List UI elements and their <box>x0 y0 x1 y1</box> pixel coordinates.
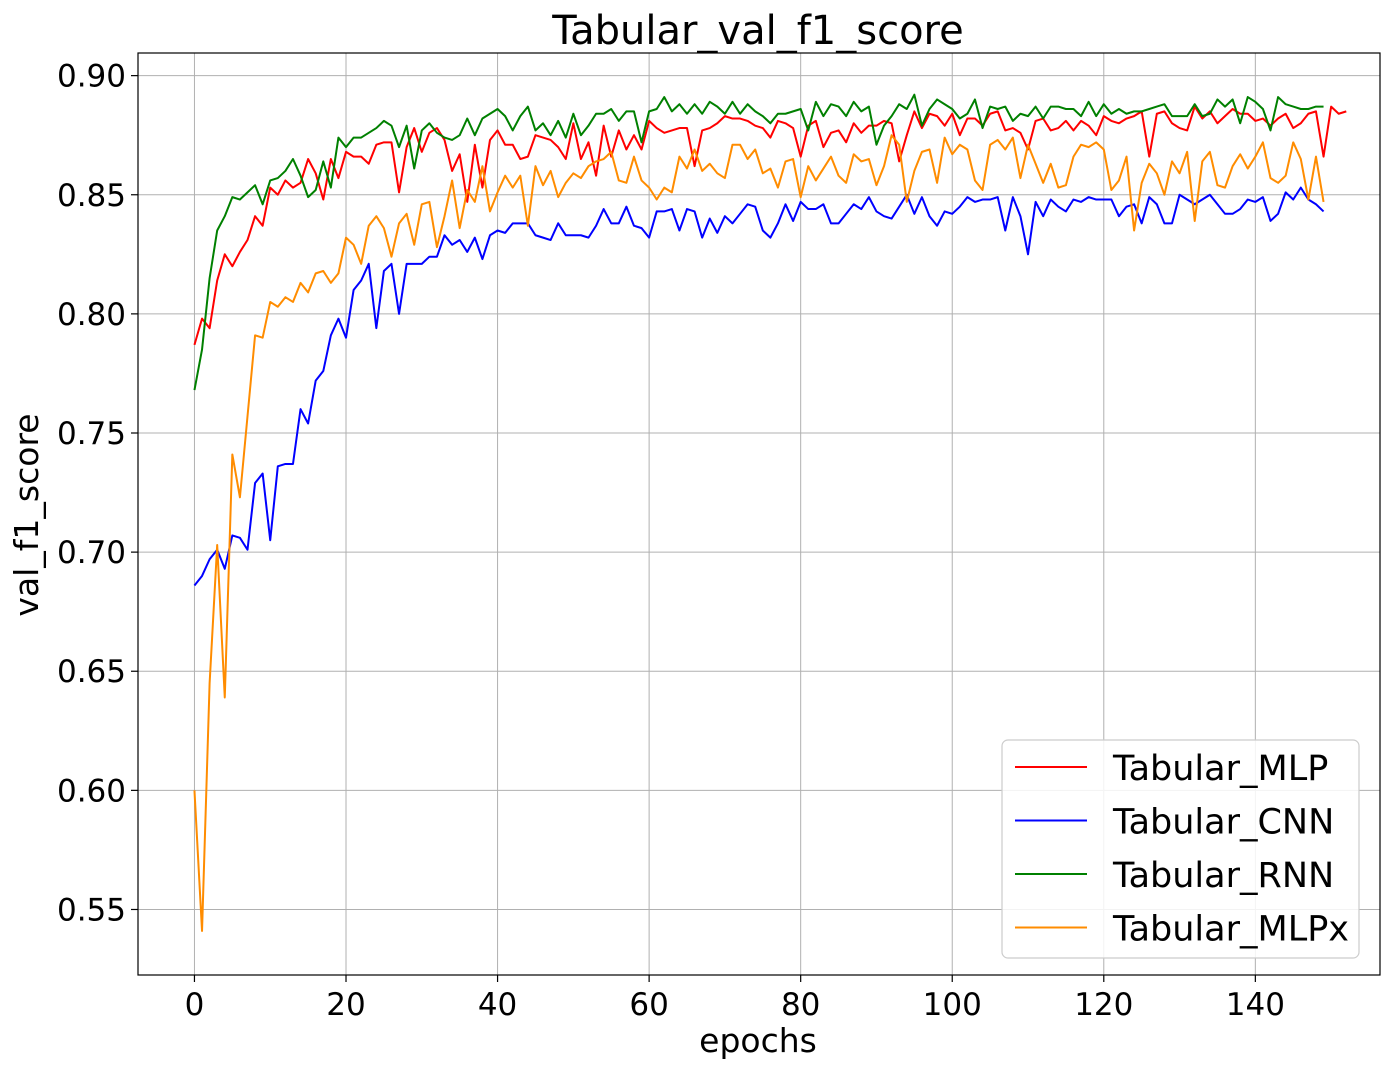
x-tick-label: 60 <box>629 987 668 1023</box>
y-tick-label: 0.65 <box>57 654 126 690</box>
legend-label: Tabular_MLPx <box>1112 910 1349 950</box>
series-line-tabular-rnn <box>193 93 1324 391</box>
legend-label: Tabular_CNN <box>1112 803 1334 843</box>
chart-title: Tabular_val_f1_score <box>551 8 963 54</box>
series-line-tabular-cnn <box>193 186 1325 587</box>
y-tick-label: 0.85 <box>57 178 126 214</box>
legend: Tabular_MLP Tabular_CNN Tabular_RNN Tabular… <box>1001 739 1360 959</box>
legend-label: Tabular_RNN <box>1112 856 1334 896</box>
plot-frame <box>137 52 1381 976</box>
y-tick-label: 0.80 <box>57 297 126 333</box>
x-tick-label: 0 <box>185 987 205 1023</box>
legend-label: Tabular_MLP <box>1112 749 1328 789</box>
y-tick-label: 0.60 <box>57 773 126 809</box>
x-tick-label: 140 <box>1226 987 1285 1023</box>
y-tick-label: 0.55 <box>57 892 126 928</box>
y-tick-label: 0.90 <box>57 59 126 95</box>
axis-ticks: 0 20 40 60 80 100 120 140 0.55 0.60 0.65 0.70 0.75 0.… <box>57 59 1285 1023</box>
series-line-tabular-mlpx <box>193 134 1325 932</box>
y-axis-label: val_f1_score <box>7 413 46 616</box>
series-line-tabular-mlp <box>193 105 1347 346</box>
x-tick-label: 80 <box>781 987 820 1023</box>
y-tick-label: 0.70 <box>57 535 126 571</box>
x-tick-label: 20 <box>326 987 365 1023</box>
x-tick-label: 120 <box>1074 987 1133 1023</box>
x-axis-label: epochs <box>699 1021 817 1060</box>
series-lines <box>193 93 1347 932</box>
y-tick-label: 0.75 <box>57 416 126 452</box>
legend-box <box>1001 739 1360 959</box>
x-tick-label: 40 <box>478 987 517 1023</box>
x-tick-label: 100 <box>923 987 982 1023</box>
